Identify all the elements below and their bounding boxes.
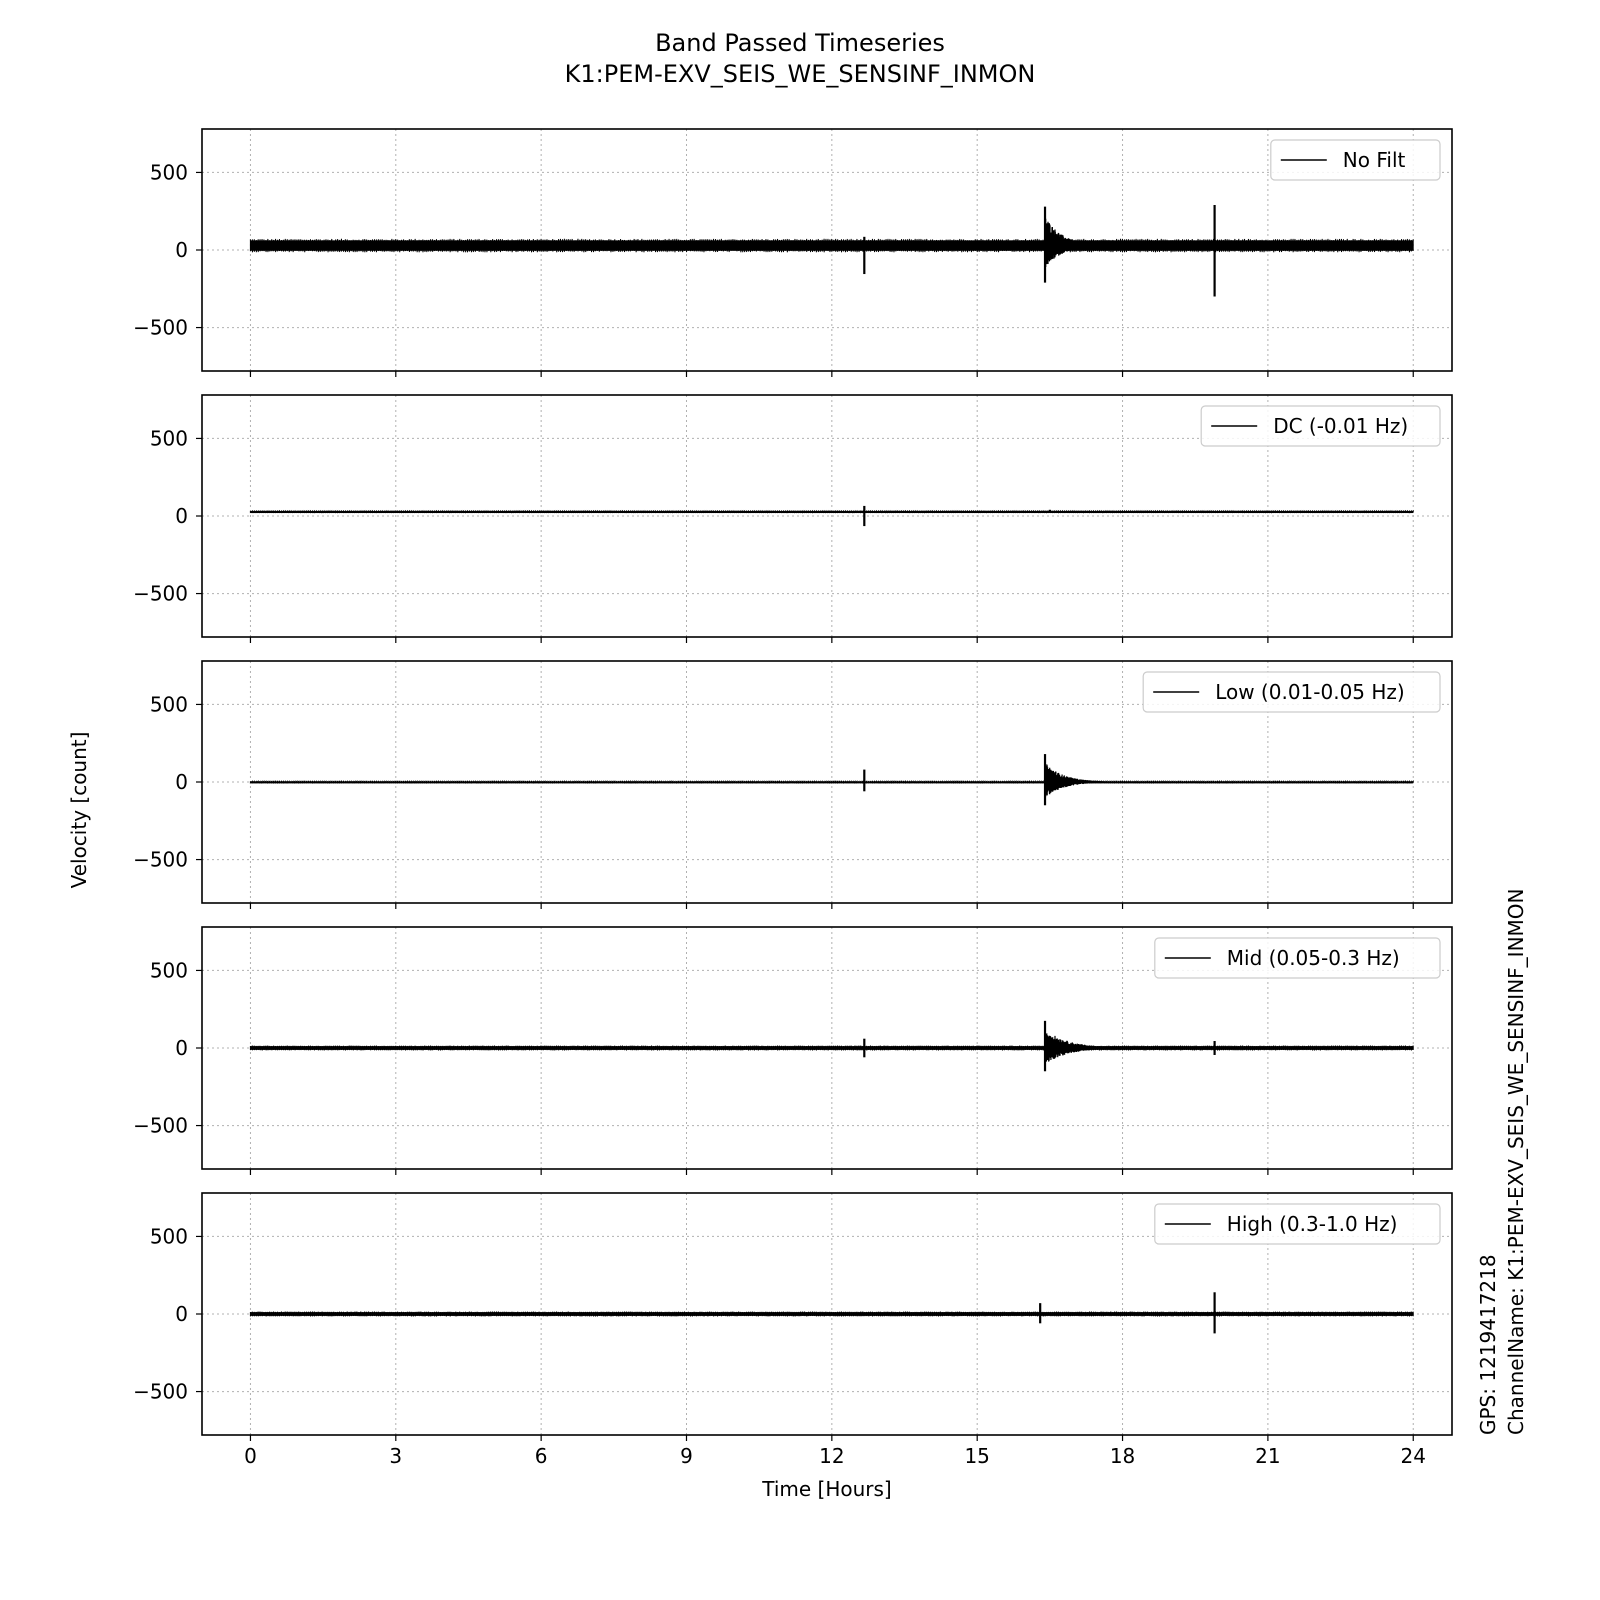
signal-noise [249, 509, 1414, 514]
legend-label: No Filt [1343, 148, 1406, 172]
y-tick-label: −500 [133, 316, 188, 340]
x-tick-label: 9 [680, 1444, 693, 1468]
y-tick-label: 0 [175, 770, 188, 794]
y-tick-label: 0 [175, 1302, 188, 1326]
x-tick-label: 6 [535, 1444, 548, 1468]
y-tick-label: −500 [133, 848, 188, 872]
y-tick-label: 500 [150, 958, 188, 982]
y-tick-label: 500 [150, 692, 188, 716]
y-tick-label: −500 [133, 1114, 188, 1138]
x-tick-label: 18 [1110, 1444, 1135, 1468]
x-tick-label: 0 [244, 1444, 257, 1468]
signal-noise [249, 1045, 1414, 1051]
figure-title-line2: K1:PEM-EXV_SEIS_WE_SENSINF_INMON [565, 60, 1036, 88]
figure-title-line1: Band Passed Timeseries [655, 29, 945, 57]
x-tick-label: 12 [819, 1444, 844, 1468]
event-coda [1044, 1030, 1119, 1065]
side-channel-label: ChannelName: K1:PEM-EXV_SEIS_WE_SENSINF_… [1504, 889, 1528, 1435]
event-coda [1044, 763, 1104, 797]
y-axis-label: Velocity [count] [67, 732, 91, 889]
y-tick-label: −500 [133, 1380, 188, 1404]
legend-label: DC (-0.01 Hz) [1273, 414, 1408, 438]
legend-box [1200, 405, 1441, 447]
x-axis-label: Time [Hours] [761, 1477, 892, 1501]
legend-label: Low (0.01-0.05 Hz) [1215, 680, 1405, 704]
signal-noise [249, 780, 1414, 784]
legend-box [1154, 937, 1441, 979]
signal-noise [249, 1311, 1414, 1317]
y-tick-label: −500 [133, 582, 188, 606]
panel-4: −500 0 500 Mid (0.05-0.3 Hz) [133, 926, 1453, 1175]
panel-2: −500 0 500 DC (-0.01 Hz) [133, 394, 1453, 643]
y-tick-label: 500 [150, 160, 188, 184]
x-tick-label: 15 [964, 1444, 989, 1468]
x-tick-label: 21 [1255, 1444, 1280, 1468]
side-gps-label: GPS: 1219417218 [1476, 1254, 1500, 1435]
panel-5: −500 0 500 0 3 6 9 12 15 18 21 24 High (0.3-1.0 Hz) [133, 1192, 1453, 1468]
y-tick-label: 0 [175, 504, 188, 528]
legend-box [1142, 671, 1441, 713]
legend-box [1270, 139, 1441, 181]
y-tick-label: 0 [175, 238, 188, 262]
x-tick-label: 3 [389, 1444, 402, 1468]
legend-box [1154, 1203, 1441, 1245]
signal-noise [249, 238, 1414, 253]
event-coda [1044, 216, 1099, 268]
panel-1: −500 0 500 No Filt [133, 128, 1453, 377]
y-tick-label: 0 [175, 1036, 188, 1060]
legend-label: Mid (0.05-0.3 Hz) [1227, 946, 1400, 970]
y-tick-label: 500 [150, 1224, 188, 1248]
x-tick-label: 24 [1401, 1444, 1426, 1468]
legend-label: High (0.3-1.0 Hz) [1227, 1212, 1398, 1236]
panel-3: −500 0 500 Low (0.01-0.05 Hz) [133, 660, 1453, 909]
y-tick-label: 500 [150, 426, 188, 450]
